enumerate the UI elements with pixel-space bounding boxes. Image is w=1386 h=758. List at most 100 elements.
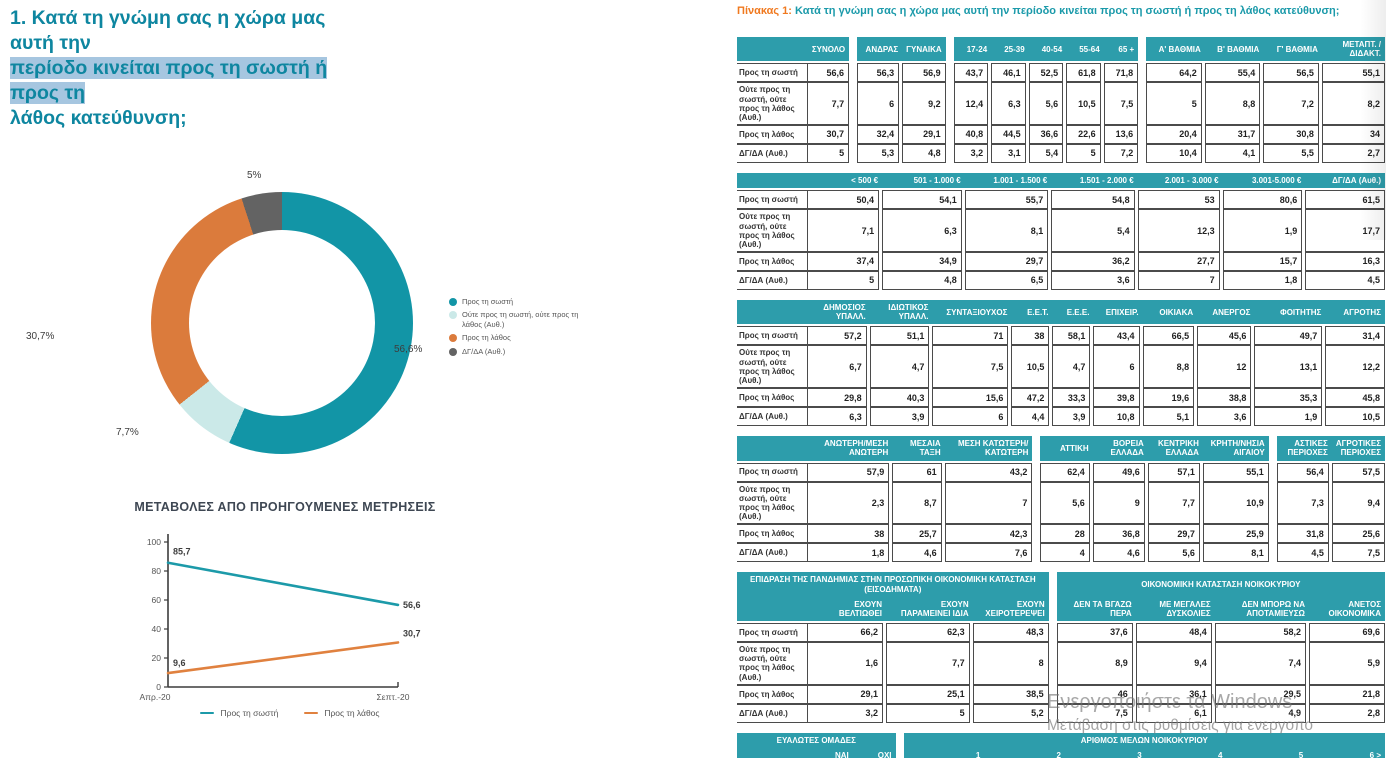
column-header: ΕΧΟΥΝ ΠΑΡΑΜΕΙΝΕΙ ΙΔΙΑ <box>886 596 973 622</box>
table-cell: 58,2 <box>1214 623 1306 643</box>
table-cell: 61 <box>892 462 942 482</box>
legend-item: Ούτε προς τη σωστή, ούτε προς τη λάθος (… <box>449 310 579 330</box>
row-label: ΔΓ/ΔΑ (Αυθ.) <box>737 703 807 723</box>
data-table-4: ΑΝΩΤΕΡΗ/ΜΕΣΗ ΑΝΩΤΕΡΗ ΜΕΣΑΙΑ ΤΑΞΗ ΜΕΣΗ ΚΑΤΩ… <box>737 436 1385 563</box>
legend-label: ΔΓ/ΔΑ (Αυθ.) <box>462 346 506 356</box>
table-cell: 38 <box>807 524 890 544</box>
table-cell: 19,6 <box>1142 388 1195 408</box>
column-header: 3.001-5.000 € <box>1222 173 1306 189</box>
table-cell: 37,6 <box>1056 623 1133 643</box>
table-cell: 49,6 <box>1092 462 1145 482</box>
column-header: ΔΓ/ΔΑ (Αυθ.) <box>1305 173 1385 189</box>
table-cell: 5 <box>807 144 850 164</box>
table-cell: 5,3 <box>857 144 900 164</box>
table-cell: 50,4 <box>807 190 880 210</box>
table-cell: 5,4 <box>1028 144 1064 164</box>
table-cell: 57,1 <box>1147 462 1200 482</box>
column-header: 4 <box>1145 748 1227 758</box>
table-cell: 6,3 <box>991 82 1026 126</box>
table-cell: 54,8 <box>1051 190 1135 210</box>
column-header-spacer <box>737 596 807 622</box>
table-cell: 52,5 <box>1028 63 1064 83</box>
row-label: Ούτε προς τη σωστή, ούτε προς τη λάθος (… <box>737 481 807 525</box>
table-cell: 12,2 <box>1325 345 1385 389</box>
table-cell: 21,8 <box>1308 684 1385 704</box>
table-cell: 53 <box>1137 190 1220 210</box>
column-header: 3 <box>1065 748 1146 758</box>
column-header: ΑΤΤΙΚΗ <box>1040 436 1093 461</box>
legend-label: Προς τη λάθος <box>324 708 380 718</box>
table-cell: 5,1 <box>1142 407 1195 427</box>
column-header: ΑΝΩΤΕΡΗ/ΜΕΣΗ ΑΝΩΤΕΡΗ <box>807 436 893 461</box>
table-cell: 4,6 <box>892 543 942 563</box>
title-line-1: 1. Κατά τη γνώμη σας η χώρα μας αυτή την <box>10 7 326 54</box>
column-header: ΜΕΣΗ ΚΑΤΩΤΕΡΗ/ ΚΑΤΩΤΕΡΗ <box>944 436 1033 461</box>
table-cell: 2,3 <box>807 481 890 525</box>
column-header: ΟΧΙ <box>852 748 896 758</box>
table-cell: 55,1 <box>1202 462 1269 482</box>
table-cell: 62,4 <box>1040 462 1090 482</box>
table-cell: 10,5 <box>1325 407 1385 427</box>
legend-swatch-icon <box>449 334 457 343</box>
table-cell: 56,4 <box>1276 462 1329 482</box>
svg-text:85,7: 85,7 <box>173 547 191 557</box>
legend-item: Προς τη λάθος <box>304 708 380 718</box>
table-cell: 7,1 <box>807 209 880 253</box>
table-cell: 61,8 <box>1066 63 1101 83</box>
table-cell: 51,1 <box>869 326 930 346</box>
table-cell: 71 <box>932 326 1009 346</box>
column-header-spacer <box>737 436 807 461</box>
table-cell: 49,7 <box>1254 326 1323 346</box>
table-cell: 31,7 <box>1204 125 1261 145</box>
legend-label: Προς τη σωστή <box>220 708 279 718</box>
table-cell: 34 <box>1321 125 1385 145</box>
table-cell: 25,9 <box>1202 524 1269 544</box>
windows-activation-settings-link[interactable]: Μετάβαση στις ρυθμίσεις για ενεργοπο <box>1047 717 1314 734</box>
column-header: 5 <box>1226 748 1308 758</box>
table-cell: 57,2 <box>807 326 867 346</box>
svg-text:56,6: 56,6 <box>403 600 421 610</box>
line-chart-title: ΜΕΤΑΒΟΛΕΣ ΑΠΟ ΠΡΟΗΓΟΥΜΕΝΕΣ ΜΕΤΡΗΣΕΙΣ <box>134 500 436 514</box>
table-cell: 33,3 <box>1052 388 1091 408</box>
table-cell: 8,8 <box>1142 345 1195 389</box>
table-cell: 31,8 <box>1276 524 1329 544</box>
table-cell: 4,7 <box>1052 345 1091 389</box>
table-cell: 29,5 <box>1214 684 1306 704</box>
table-cell: 43,4 <box>1093 326 1140 346</box>
legend-label: Προς τη λάθος <box>462 333 511 343</box>
column-header: < 500 € <box>807 173 883 189</box>
column-header: ΜΕ ΜΕΓΑΛΕΣ ΔΥΣΚΟΛΙΕΣ <box>1135 596 1215 622</box>
table-cell: 36,2 <box>1051 252 1135 272</box>
svg-text:30,7: 30,7 <box>403 628 421 638</box>
table-cell: 13,1 <box>1254 345 1323 389</box>
table-cell: 56,9 <box>902 63 946 83</box>
row-label: ΔΓ/ΔΑ (Αυθ.) <box>737 271 807 291</box>
table-cell: 7,6 <box>944 543 1033 563</box>
table-cell: 29,7 <box>1147 524 1200 544</box>
table-cell: 29,1 <box>902 125 946 145</box>
table-cell: 7,7 <box>886 642 970 685</box>
table-cell: 13,6 <box>1103 125 1139 145</box>
column-header: ΓΥΝΑΙΚΑ <box>902 37 946 62</box>
column-header: ΑΝΔΡΑΣ <box>857 37 903 62</box>
row-label: Ούτε προς τη σωστή, ούτε προς τη λάθος (… <box>737 82 807 126</box>
table-cell: 30,8 <box>1263 125 1319 145</box>
column-header-spacer <box>737 300 807 325</box>
row-label: Προς τη σωστή <box>737 462 807 482</box>
title-line-2-highlighted: περίοδο κινείται προς τη σωστή ή προς τη <box>10 57 328 104</box>
table-caption: Πίνακας 1: Κατά τη γνώμη σας η χώρα μας … <box>737 4 1357 19</box>
table-cell: 42,3 <box>944 524 1033 544</box>
table-cell: 7,5 <box>1331 543 1385 563</box>
column-header-spacer <box>737 173 807 189</box>
table-cell: 35,3 <box>1254 388 1323 408</box>
svg-text:100: 100 <box>147 537 161 547</box>
table-cell: 12,4 <box>953 82 989 126</box>
table-cell: 5 <box>807 271 880 291</box>
table-cell: 1,8 <box>807 543 890 563</box>
column-header: 6 > <box>1307 748 1385 758</box>
table-cell: 55,1 <box>1321 63 1385 83</box>
table-cell: 4,4 <box>1011 407 1050 427</box>
data-table-1: ΣΥΝΟΛΟ ΑΝΔΡΑΣ ΓΥΝΑΙΚΑ 17-24 25-39 40-54 55-64 6… <box>737 37 1385 164</box>
table-cell: 80,6 <box>1222 190 1303 210</box>
column-header: ΝΑΙ <box>807 748 853 758</box>
